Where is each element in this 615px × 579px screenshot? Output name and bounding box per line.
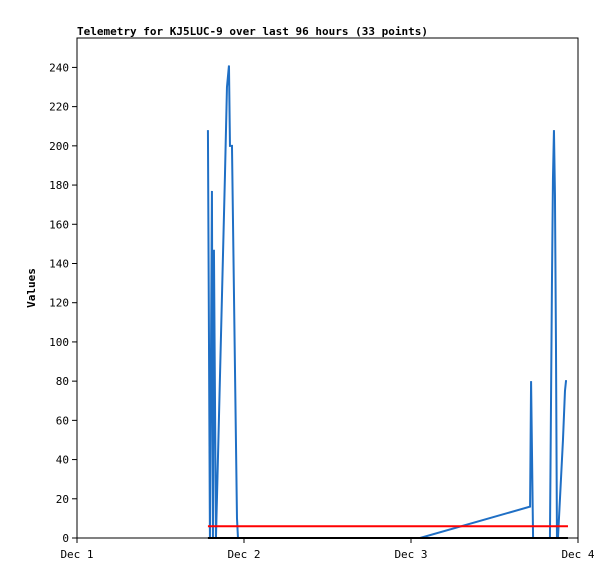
plot-frame (76, 37, 579, 539)
x-tick-label: Dec 3 (394, 548, 427, 561)
y-tick-label: 160 (49, 218, 69, 231)
y-tick-label: 140 (49, 257, 69, 270)
y-tick-label: 80 (56, 375, 69, 388)
y-tick-label: 180 (49, 179, 69, 192)
y-tick-label: 0 (62, 532, 69, 545)
y-tick-label: 100 (49, 336, 69, 349)
y-tick-label: 240 (49, 61, 69, 74)
y-tick-label: 200 (49, 140, 69, 153)
y-tick-label: 220 (49, 101, 69, 114)
y-axis-label: Values (25, 268, 38, 308)
x-tick-label: Dec 2 (227, 548, 260, 561)
y-tick-label: 40 (56, 454, 69, 467)
y-tick-label: 120 (49, 297, 69, 310)
y-tick-label: 60 (56, 414, 69, 427)
series-line (206, 65, 567, 539)
x-tick-label: Dec 4 (561, 548, 594, 561)
chart-title: Telemetry for KJ5LUC-9 over last 96 hour… (77, 25, 428, 38)
x-tick-label: Dec 1 (60, 548, 93, 561)
y-tick-label: 20 (56, 493, 69, 506)
